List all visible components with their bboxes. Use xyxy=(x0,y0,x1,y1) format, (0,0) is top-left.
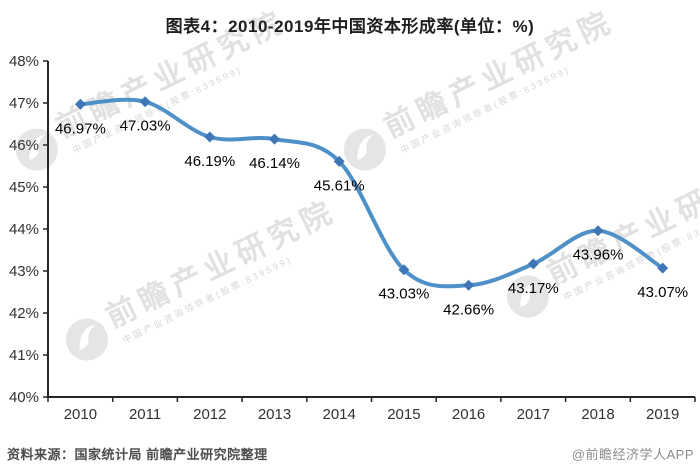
y-axis-label: 42% xyxy=(9,305,39,322)
data-point-label: 42.66% xyxy=(443,301,494,318)
y-axis-label: 40% xyxy=(9,389,39,406)
data-point-label: 46.97% xyxy=(55,120,106,137)
data-point-marker xyxy=(74,98,86,110)
data-point-label: 43.03% xyxy=(378,286,429,303)
y-axis-label: 41% xyxy=(9,347,39,364)
x-axis-label: 2014 xyxy=(323,406,356,423)
footer-source: 资料来源：国家统计局 前瞻产业研究院整理 xyxy=(7,447,268,462)
data-point-marker xyxy=(139,96,151,108)
data-point-label: 43.07% xyxy=(637,284,688,301)
y-axis-label: 48% xyxy=(9,53,39,70)
data-point-marker xyxy=(463,279,475,291)
data-point-marker xyxy=(333,155,345,167)
data-point-label: 46.14% xyxy=(249,155,300,172)
x-axis-label: 2011 xyxy=(129,406,161,423)
data-point-marker xyxy=(592,225,604,237)
footer-credit: @前瞻经济学人APP xyxy=(571,447,694,462)
data-point-label: 43.96% xyxy=(573,247,624,264)
x-axis-label: 2018 xyxy=(581,406,614,423)
data-point-label: 43.17% xyxy=(508,280,559,297)
x-axis-label: 2016 xyxy=(452,406,485,423)
data-series-line xyxy=(78,97,665,289)
data-point-label: 45.61% xyxy=(314,177,365,194)
x-axis-label: 2019 xyxy=(646,406,679,423)
x-axis-label: 2017 xyxy=(517,406,550,423)
x-axis-label: 2010 xyxy=(64,406,97,423)
x-axis-label: 2015 xyxy=(387,406,420,423)
y-axis-label: 43% xyxy=(9,263,39,280)
data-point-marker xyxy=(398,264,410,276)
x-axis-label: 2012 xyxy=(193,406,226,423)
y-axis-label: 44% xyxy=(9,221,39,238)
y-axis-label: 45% xyxy=(9,179,39,196)
data-point-marker xyxy=(657,262,669,274)
data-point-marker xyxy=(204,131,216,143)
data-point-label: 46.19% xyxy=(184,153,235,170)
data-point-marker xyxy=(269,133,280,145)
y-axis-label: 46% xyxy=(9,137,39,154)
chart-title: 图表4：2010-2019年中国资本形成率(单位：%) xyxy=(165,17,535,36)
data-point-marker xyxy=(527,258,539,270)
x-axis-label: 2013 xyxy=(258,406,291,423)
y-axis-label: 47% xyxy=(9,95,39,112)
data-point-label: 47.03% xyxy=(120,118,171,135)
